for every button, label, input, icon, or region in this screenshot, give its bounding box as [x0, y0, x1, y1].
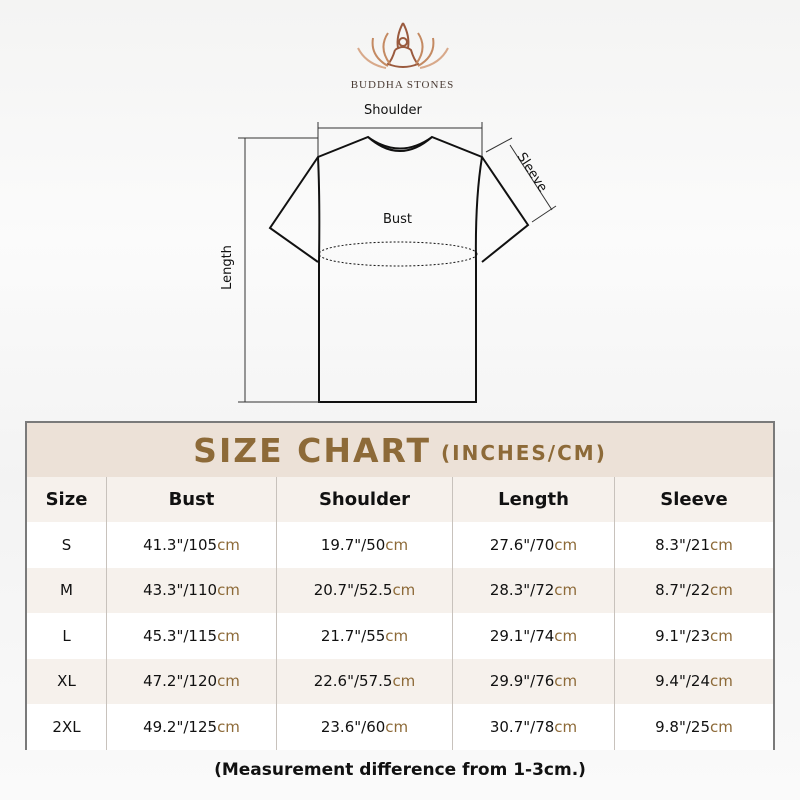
size-value: XL — [57, 672, 76, 691]
unit-text: (INCHES/CM) — [441, 441, 607, 465]
cell-bust: 49.2"/125 cm — [106, 704, 276, 750]
tshirt-diagram — [238, 122, 557, 403]
cm-unit: cm — [710, 672, 733, 691]
bust-value: 47.2"/120 — [143, 672, 218, 691]
cell-sleeve: 9.8"/25 cm — [614, 704, 773, 750]
tshirt-body — [316, 135, 484, 403]
cell-length: 29.9"/76 cm — [452, 658, 614, 704]
sleeve-value: 8.7"/22 — [655, 581, 711, 600]
cm-unit: cm — [554, 535, 578, 554]
cm-unit: cm — [710, 535, 733, 554]
header-length: Length — [452, 477, 614, 522]
cell-size: S — [27, 522, 106, 568]
cell-shoulder: 22.6"/57.5 cm — [276, 658, 452, 704]
cell-bust: 45.3"/115 cm — [106, 613, 276, 659]
cell-size: L — [27, 613, 106, 659]
brand-name: BUDDHA STONES — [350, 79, 455, 91]
lotus-meditation-icon — [356, 22, 449, 69]
cell-sleeve: 9.4"/24 cm — [614, 658, 773, 704]
cell-size: M — [27, 568, 106, 614]
length-value: 28.3"/72 — [489, 581, 555, 600]
sleeve-value: 9.8"/25 — [655, 717, 711, 736]
cell-sleeve: 8.7"/22 cm — [614, 567, 773, 613]
length-value: 30.7"/78 — [489, 717, 555, 736]
bust-label: Bust — [383, 212, 413, 227]
sleeve-value: 9.4"/24 — [655, 672, 711, 691]
cell-length: 27.6"/70 cm — [452, 522, 614, 568]
bust-value: 43.3"/110 — [143, 581, 218, 600]
cell-bust: 41.3"/105 cm — [106, 522, 276, 568]
cm-unit: cm — [554, 672, 578, 691]
right-sleeve — [481, 156, 530, 263]
shoulder-value: 19.7"/50 — [320, 535, 386, 554]
length-value: 29.9"/76 — [489, 672, 555, 691]
size-value: M — [60, 581, 73, 600]
length-label: Length — [219, 245, 235, 290]
cell-size: XL — [27, 659, 106, 705]
size-chart-table: SIZE CHART (INCHES/CM) Size Bust Shoulde… — [25, 421, 775, 750]
cell-shoulder: 19.7"/50 cm — [276, 522, 452, 568]
cm-unit: cm — [217, 535, 240, 554]
size-chart-title: SIZE CHART (INCHES/CM) — [27, 423, 773, 477]
table-row: 2XL 49.2"/125 cm 23.6"/60 cm 30.7"/78 cm 9.8"/2… — [27, 704, 773, 750]
header-row: Size Bust Shoulder Length Sleeve — [27, 477, 773, 522]
cell-length: 28.3"/72 cm — [452, 567, 614, 613]
shoulder-label: Shoulder — [364, 103, 422, 118]
cm-unit: cm — [385, 535, 409, 554]
bust-value: 45.3"/115 — [143, 626, 218, 645]
cm-unit: cm — [392, 581, 416, 600]
cm-unit: cm — [217, 581, 240, 600]
cell-shoulder: 20.7"/52.5 cm — [276, 567, 452, 613]
shoulder-value: 20.7"/52.5 — [313, 581, 393, 600]
cell-sleeve: 9.1"/23 cm — [614, 613, 773, 659]
cm-unit: cm — [385, 626, 409, 645]
cm-unit: cm — [385, 717, 409, 736]
header-sleeve: Sleeve — [614, 477, 773, 522]
header-size: Size — [45, 489, 88, 510]
shoulder-value: 23.6"/60 — [320, 717, 386, 736]
cm-unit: cm — [554, 717, 578, 736]
cell-bust: 43.3"/110 cm — [106, 567, 276, 613]
bust-value: 41.3"/105 — [143, 535, 218, 554]
length-value: 29.1"/74 — [489, 626, 555, 645]
title-text: SIZE CHART — [193, 430, 431, 470]
header-bust: Bust — [106, 477, 276, 522]
cell-shoulder: 23.6"/60 cm — [276, 704, 452, 750]
cm-unit: cm — [710, 717, 733, 736]
brand-logo: BUDDHA STONES — [340, 18, 465, 91]
shoulder-value: 21.7"/55 — [320, 626, 386, 645]
cm-unit: cm — [710, 581, 733, 600]
cm-unit: cm — [554, 626, 578, 645]
table-row: M 43.3"/110 cm 20.7"/52.5 cm 28.3"/72 cm 8.7"/2… — [27, 567, 773, 614]
size-value: 2XL — [52, 717, 81, 736]
length-value: 27.6"/70 — [489, 535, 555, 554]
cm-unit: cm — [217, 717, 240, 736]
header-shoulder: Shoulder — [276, 477, 452, 522]
cm-unit: cm — [217, 672, 240, 691]
cm-unit: cm — [392, 672, 416, 691]
bust-value: 49.2"/125 — [143, 717, 218, 736]
cm-unit: cm — [710, 626, 733, 645]
cell-length: 29.1"/74 cm — [452, 613, 614, 659]
table-row: S 41.3"/105 cm 19.7"/50 cm 27.6"/70 cm 8.3"/21 c… — [27, 522, 773, 568]
cell-bust: 47.2"/120 cm — [106, 658, 276, 704]
cell-shoulder: 21.7"/55 cm — [276, 613, 452, 659]
cm-unit: cm — [554, 581, 578, 600]
left-sleeve — [268, 156, 319, 263]
cm-unit: cm — [217, 626, 240, 645]
cell-length: 30.7"/78 cm — [452, 704, 614, 750]
table-row: L 45.3"/115 cm 21.7"/55 cm 29.1"/74 cm 9.1"/23 c… — [27, 613, 773, 659]
measurement-note: (Measurement difference from 1-3cm.) — [214, 760, 586, 780]
size-value: L — [62, 626, 71, 645]
sleeve-value: 9.1"/23 — [655, 626, 711, 645]
cell-sleeve: 8.3"/21 cm — [614, 522, 773, 568]
table-row: XL 47.2"/120 cm 22.6"/57.5 cm 29.9"/76 cm 9.4"/… — [27, 658, 773, 705]
size-value: S — [61, 535, 72, 554]
cell-size: 2XL — [27, 704, 106, 750]
shoulder-value: 22.6"/57.5 — [313, 672, 393, 691]
sleeve-value: 8.3"/21 — [655, 535, 711, 554]
